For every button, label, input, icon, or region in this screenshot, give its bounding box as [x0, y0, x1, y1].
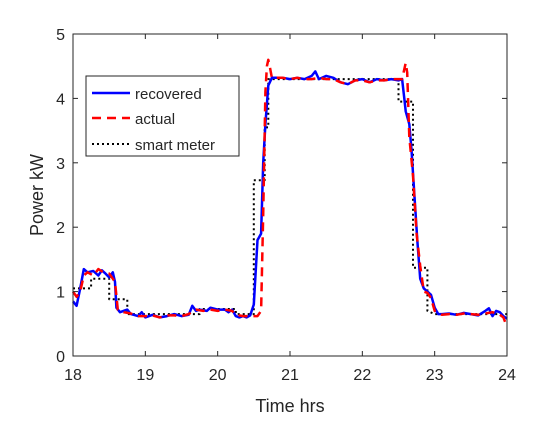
- x-tick-label: 24: [498, 367, 516, 384]
- axes: [72, 33, 508, 357]
- y-tick-label: 5: [56, 27, 65, 44]
- y-tick-label: 3: [56, 156, 65, 173]
- series-layer: [71, 58, 509, 328]
- x-tick-label: 21: [281, 367, 299, 384]
- x-tick-label: 22: [353, 367, 371, 384]
- legend-label-smart-meter: smart meter: [135, 137, 215, 154]
- legend-box: [85, 75, 240, 157]
- x-tick-label: 18: [64, 367, 82, 384]
- y-tick-label: 2: [56, 220, 65, 237]
- legend: recovered actual smart meter: [85, 75, 240, 157]
- y-tick-label: 1: [56, 285, 65, 302]
- legend-label-recovered: recovered: [135, 86, 202, 103]
- x-tick-label: 23: [426, 367, 444, 384]
- series-line-smart-meter: [73, 78, 507, 316]
- x-tick-label: 19: [136, 367, 154, 384]
- x-axis-label: Time hrs: [255, 396, 324, 416]
- y-axis-label: Power kW: [27, 154, 47, 236]
- y-tick-label: 4: [56, 91, 65, 108]
- legend-label-actual: actual: [135, 111, 175, 128]
- y-tick-label: 0: [56, 349, 65, 366]
- series-line-actual: [71, 58, 509, 328]
- x-tick-label: 20: [209, 367, 227, 384]
